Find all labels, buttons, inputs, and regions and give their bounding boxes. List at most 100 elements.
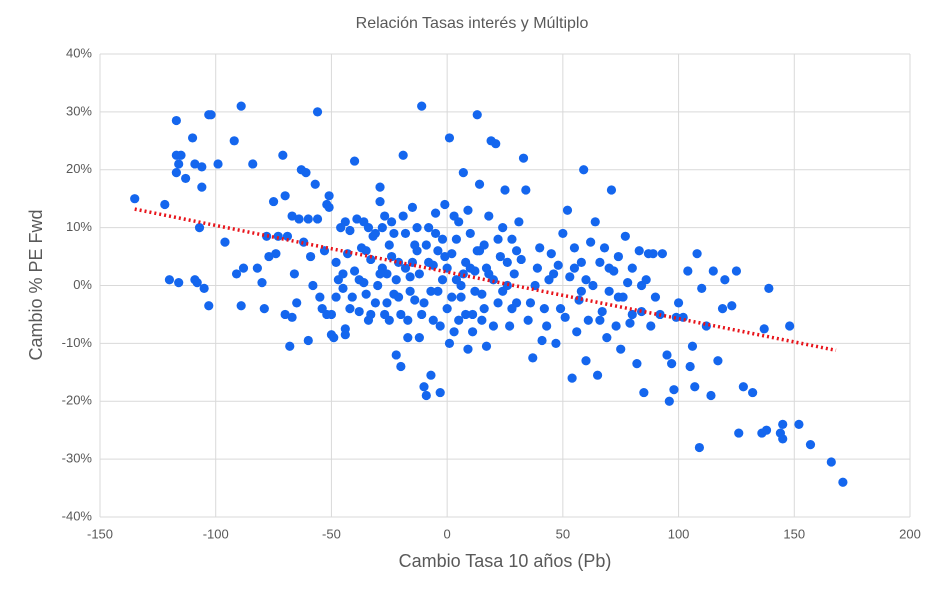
point <box>400 228 411 239</box>
point <box>426 286 436 296</box>
point <box>685 361 695 372</box>
point <box>315 292 325 302</box>
point <box>599 243 610 253</box>
point <box>616 344 626 354</box>
point <box>546 249 556 259</box>
point <box>539 304 549 314</box>
point <box>549 269 559 279</box>
point <box>528 353 538 363</box>
point <box>375 196 385 207</box>
point <box>639 387 649 398</box>
point <box>662 350 672 360</box>
point <box>613 251 624 262</box>
point <box>329 332 339 343</box>
point <box>551 338 561 348</box>
point <box>174 278 184 288</box>
point <box>435 321 445 331</box>
point <box>437 234 448 244</box>
point <box>683 266 693 276</box>
chart-title: Relación Tasas interés y Múltiplo <box>356 15 589 32</box>
point <box>430 208 441 218</box>
point <box>734 428 744 438</box>
point <box>569 243 580 253</box>
point <box>410 295 420 305</box>
point <box>627 309 637 320</box>
point <box>613 292 624 302</box>
point <box>565 272 575 282</box>
point <box>398 211 408 221</box>
point <box>349 266 360 276</box>
point <box>444 338 455 348</box>
point <box>627 263 637 273</box>
point <box>231 269 242 279</box>
point <box>130 194 140 204</box>
point <box>579 165 589 175</box>
point <box>387 217 397 227</box>
point <box>602 332 612 343</box>
point <box>377 223 387 233</box>
point <box>516 254 526 265</box>
point <box>287 312 297 322</box>
point <box>532 263 543 273</box>
point <box>421 390 431 401</box>
point <box>713 356 723 366</box>
point <box>581 275 591 285</box>
point <box>456 280 466 291</box>
point <box>398 150 408 160</box>
point <box>349 156 360 166</box>
point <box>498 223 508 233</box>
point <box>363 315 374 325</box>
point <box>620 231 630 241</box>
point <box>331 257 341 267</box>
point <box>440 251 450 262</box>
point <box>424 257 434 267</box>
point <box>190 159 200 169</box>
point <box>433 286 443 296</box>
point <box>456 292 466 302</box>
point <box>632 359 642 369</box>
point <box>697 283 707 293</box>
point <box>312 214 323 224</box>
point <box>463 205 473 215</box>
point <box>238 263 249 273</box>
point <box>759 324 769 334</box>
point <box>347 292 357 302</box>
point <box>354 275 364 285</box>
point <box>301 168 311 178</box>
point <box>634 246 644 256</box>
point <box>748 387 758 398</box>
point <box>583 315 593 325</box>
point <box>259 304 269 314</box>
point <box>491 139 501 149</box>
y-tick-label: -40% <box>62 508 93 523</box>
point <box>646 321 656 331</box>
point <box>403 332 413 343</box>
point <box>419 382 429 392</box>
y-axis-label: Cambio % PE Fwd <box>26 209 46 360</box>
point <box>537 335 547 346</box>
point <box>477 289 487 299</box>
point <box>271 249 281 259</box>
trendline <box>134 207 837 353</box>
point <box>778 419 788 429</box>
x-tick-label: 200 <box>899 526 921 541</box>
point <box>454 315 464 325</box>
point <box>257 278 267 288</box>
point <box>706 390 716 401</box>
point <box>194 223 205 233</box>
point <box>785 321 795 331</box>
point <box>359 217 369 227</box>
point <box>437 275 448 285</box>
point <box>625 318 635 328</box>
point <box>463 344 473 354</box>
point <box>511 246 522 256</box>
point <box>387 251 397 262</box>
point <box>373 280 383 291</box>
point <box>507 304 517 314</box>
point <box>671 312 681 322</box>
point <box>479 304 489 314</box>
point <box>477 315 487 325</box>
point <box>324 202 334 212</box>
y-tick-label: -10% <box>62 335 93 350</box>
point <box>345 304 355 314</box>
